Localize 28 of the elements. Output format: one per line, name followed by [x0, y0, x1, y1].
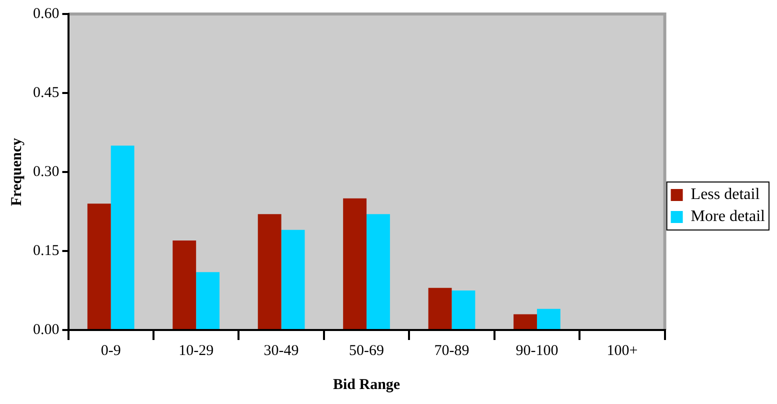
x-tick-label: 90-100 — [516, 342, 558, 359]
x-tick-label: 70-89 — [434, 342, 470, 359]
bar — [281, 230, 305, 329]
x-axis-title: Bid Range — [332, 376, 400, 393]
y-tick-label: 0.60 — [33, 6, 60, 22]
bar — [514, 314, 537, 329]
x-tick-label: 10-29 — [178, 342, 214, 359]
y-tick-label: 0.30 — [33, 164, 60, 180]
y-tick-label: 0.15 — [33, 242, 60, 259]
y-tick-label: 0.00 — [33, 322, 60, 338]
legend-label: Less detail — [690, 186, 760, 204]
legend-label: More detail — [690, 208, 766, 226]
bar — [172, 240, 196, 329]
x-tick-label: 30-49 — [264, 342, 299, 359]
bar — [87, 204, 111, 329]
bar — [110, 146, 134, 329]
y-axis-title: Frequency — [8, 137, 25, 206]
bar — [428, 288, 452, 329]
y-tick-label: 0.45 — [33, 84, 60, 101]
x-tick-label: 0-9 — [100, 342, 121, 359]
bar — [452, 290, 476, 329]
x-tick-label: 100+ — [606, 342, 638, 359]
bar — [343, 198, 367, 329]
bar — [366, 214, 390, 329]
bar — [196, 272, 220, 329]
bar — [536, 308, 560, 329]
x-tick-label: 50-69 — [349, 342, 384, 359]
bar — [258, 214, 282, 329]
